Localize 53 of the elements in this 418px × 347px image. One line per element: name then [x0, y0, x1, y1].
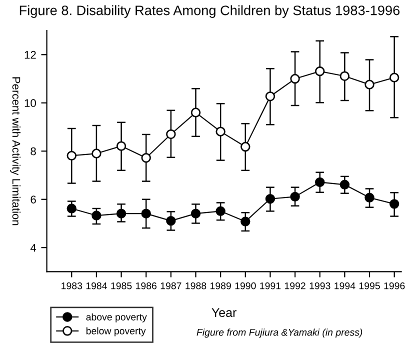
legend-label: below poverty [86, 327, 146, 336]
text: Figure from Fujiura &Yamaki (in press) [196, 328, 362, 338]
point [116, 141, 126, 151]
point [92, 148, 102, 158]
y-tick-label: 12 [24, 50, 36, 59]
point [190, 108, 201, 118]
point [340, 71, 350, 81]
point [116, 208, 126, 218]
point [364, 192, 374, 203]
point [66, 204, 76, 214]
x-tick-label: 1992 [284, 282, 306, 290]
point [66, 150, 76, 161]
point [265, 194, 276, 204]
point [340, 180, 350, 190]
point [389, 72, 400, 82]
point [166, 129, 176, 140]
point [240, 142, 250, 152]
x-tick-label: 1991 [260, 282, 281, 290]
x-tick-label: 1989 [210, 282, 231, 290]
point [166, 216, 176, 226]
x-tick-label: 1986 [136, 282, 156, 290]
point [389, 199, 400, 209]
y-tick-label: 6 [30, 196, 36, 204]
point [216, 126, 226, 136]
point [364, 80, 374, 90]
legend-label: above poverty [86, 313, 147, 322]
point [290, 192, 300, 202]
point [240, 216, 250, 226]
point [216, 206, 226, 216]
x-tick-label: 1996 [384, 282, 405, 290]
y-tick-label: 10 [24, 99, 36, 108]
point [141, 208, 151, 218]
point [190, 208, 201, 218]
point [265, 92, 276, 102]
x-tick-label: 1984 [86, 282, 107, 290]
chart-title: Figure 8. Disability Rates Among Children by Status 1983-1996 [20, 5, 400, 18]
point [315, 66, 325, 76]
x-tick-label: 1994 [334, 282, 356, 290]
x-tick-label: 1985 [111, 282, 132, 290]
point [92, 210, 102, 220]
x-tick-label: 1983 [62, 282, 82, 290]
point [315, 177, 325, 188]
y-tick-label: 8 [30, 147, 36, 156]
x-tick-label: 1987 [160, 282, 182, 290]
x-tick-label: 1988 [186, 282, 206, 290]
x-axis-title: Year [212, 308, 236, 318]
x-tick-label: 1993 [310, 282, 330, 290]
point [290, 74, 300, 84]
y-tick-label: 4 [30, 244, 36, 252]
x-tick-label: 1995 [359, 282, 380, 290]
x-tick-label: 1990 [235, 282, 256, 290]
y-axis-title: Percent with Activity Limitation [10, 77, 21, 226]
point [141, 153, 151, 163]
